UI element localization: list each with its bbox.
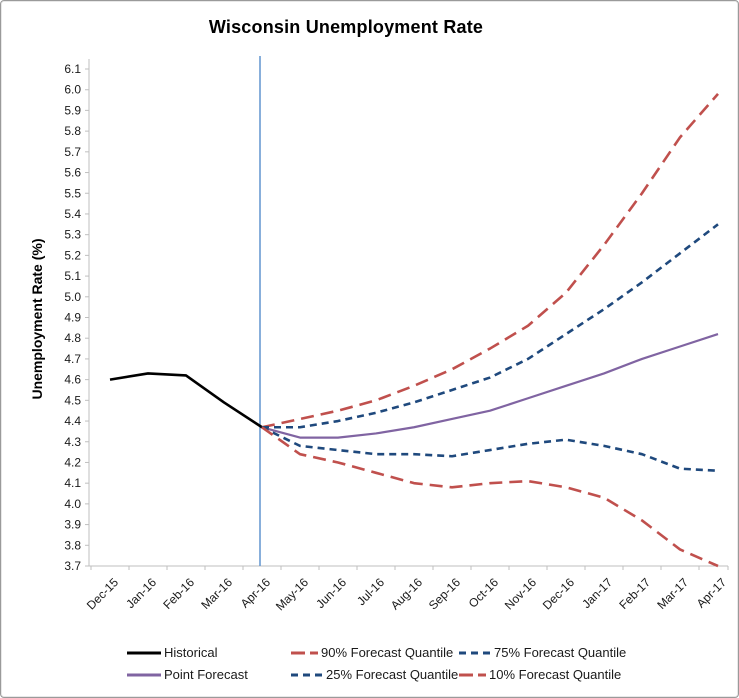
y-axis-tick-label: 4.5 bbox=[64, 393, 81, 407]
legend-swatch-point-forecast bbox=[127, 673, 161, 676]
x-axis-tick-label: Aug-16 bbox=[388, 575, 425, 612]
legend-item-90-quantile: 90% Forecast Quantile bbox=[291, 645, 459, 660]
y-axis-tick-label: 4.7 bbox=[64, 352, 81, 366]
y-axis-tick-label: 5.4 bbox=[64, 207, 81, 221]
x-axis-tick-label: Dec-16 bbox=[540, 575, 577, 612]
y-axis-tick-label: 5.8 bbox=[64, 124, 81, 138]
x-axis-tick-label: Mar-16 bbox=[198, 575, 235, 612]
legend-label: 25% Forecast Quantile bbox=[326, 667, 459, 682]
y-axis-tick-label: 5.2 bbox=[64, 248, 81, 262]
y-axis-tick-label: 6.1 bbox=[64, 62, 81, 76]
x-axis-tick-label: Feb-17 bbox=[616, 575, 653, 612]
legend-item-10-quantile: 10% Forecast Quantile bbox=[459, 667, 634, 682]
y-axis-tick-label: 5.9 bbox=[64, 103, 81, 117]
legend-label: 10% Forecast Quantile bbox=[489, 667, 622, 682]
x-axis-tick-label: Jul-16 bbox=[354, 575, 387, 608]
legend-item-historical: Historical bbox=[127, 645, 291, 660]
legend-swatch-25-quantile bbox=[291, 673, 323, 676]
y-axis-tick-label: 6.0 bbox=[64, 83, 81, 97]
x-axis-tick-label: Dec-15 bbox=[84, 575, 121, 612]
x-axis-tick-label: Mar-17 bbox=[654, 575, 691, 612]
y-axis-tick-label: 4.1 bbox=[64, 476, 81, 490]
y-axis-tick-label: 3.8 bbox=[64, 538, 81, 552]
y-axis-tick-label: 5.6 bbox=[64, 166, 81, 180]
x-axis-tick-label: Apr-17 bbox=[694, 575, 730, 611]
plot-area: 3.7 3.8 3.9 4.0 4.1 4.2 4.3 4.4 4.5 4.6 4.7 4.8 4.9 5… bbox=[64, 56, 730, 613]
y-axis-tick-label: 4.0 bbox=[64, 497, 81, 511]
series-line-25-forecast-quantile bbox=[261, 426, 719, 473]
legend-item-25-quantile: 25% Forecast Quantile bbox=[291, 667, 459, 682]
series-line-90-forecast-quantile bbox=[261, 92, 719, 429]
x-axis-tick-label: Feb-16 bbox=[160, 575, 197, 612]
y-axis-tick-label: 4.6 bbox=[64, 373, 81, 387]
legend-swatch-75-quantile bbox=[459, 651, 491, 654]
y-axis-tick-label: 3.7 bbox=[64, 559, 81, 573]
x-axis-tick-label: Oct-16 bbox=[466, 575, 502, 611]
y-axis-tick-label: 4.9 bbox=[64, 311, 81, 325]
x-axis-tick-label: Apr-16 bbox=[238, 575, 274, 611]
y-axis-tick-label: 3.9 bbox=[64, 518, 81, 532]
legend-item-75-quantile: 75% Forecast Quantile bbox=[459, 645, 634, 660]
legend-label: Point Forecast bbox=[164, 667, 248, 682]
y-axis-tick-label: 5.3 bbox=[64, 228, 81, 242]
y-axis-tick-label: 4.2 bbox=[64, 455, 81, 469]
y-axis-tick-label: 5.0 bbox=[64, 290, 81, 304]
series-line-point-forecast bbox=[261, 333, 719, 439]
series-line-10-forecast-quantile bbox=[261, 426, 719, 568]
legend-swatch-10-quantile bbox=[459, 673, 486, 676]
series-line-historical bbox=[109, 372, 263, 429]
legend-label: Historical bbox=[164, 645, 218, 660]
legend-label: 75% Forecast Quantile bbox=[494, 645, 627, 660]
y-axis-tick-label: 5.1 bbox=[64, 269, 81, 283]
chart-title: Wisconsin Unemployment Rate bbox=[208, 17, 484, 37]
x-axis-tick-label: Jan-16 bbox=[123, 575, 159, 611]
legend-swatch-historical bbox=[127, 651, 161, 654]
legend-item-point-forecast: Point Forecast bbox=[127, 667, 291, 682]
x-axis-tick-label: May-16 bbox=[273, 575, 311, 613]
y-axis-tick-label: 4.8 bbox=[64, 331, 81, 345]
x-axis-tick-label: Sep-16 bbox=[426, 575, 463, 612]
legend: Historical 90% Forecast Quantile 75% For… bbox=[127, 645, 634, 682]
series-line-75-forecast-quantile bbox=[262, 223, 719, 429]
legend-swatch-90-quantile bbox=[291, 651, 318, 654]
x-axis-tick-label: Nov-16 bbox=[502, 575, 539, 612]
x-axis-tick-label: Jan-17 bbox=[579, 575, 615, 611]
legend-label: 90% Forecast Quantile bbox=[321, 645, 454, 660]
y-axis-tick-label: 5.5 bbox=[64, 186, 81, 200]
y-axis-tick-label: 4.4 bbox=[64, 414, 81, 428]
y-axis-tick-label: 4.3 bbox=[64, 435, 81, 449]
x-axis-tick-label: Jun-16 bbox=[313, 575, 349, 611]
y-axis-tick-label: 5.7 bbox=[64, 145, 81, 159]
